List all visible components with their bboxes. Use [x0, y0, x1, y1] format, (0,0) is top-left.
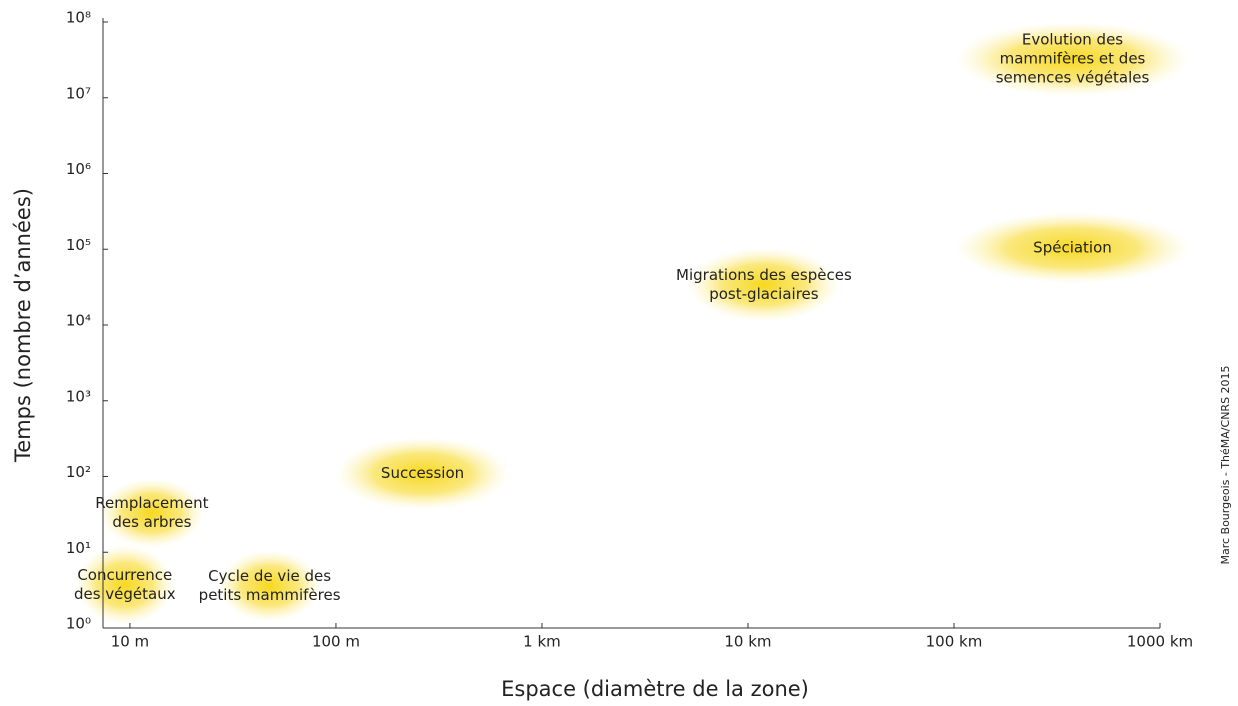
item-label: Remplacement	[95, 494, 208, 512]
item-label: des végétaux	[74, 585, 176, 603]
x-tick-label: 10 km	[724, 633, 771, 651]
y-tick-label: 10⁷	[66, 84, 91, 102]
item-label: mammifères et des	[1000, 50, 1146, 68]
y-tick-label: 10⁰	[66, 615, 91, 633]
y-axis-title: Temps (nombre d’années)	[11, 188, 35, 463]
item-label: Cycle de vie des	[208, 567, 331, 585]
item-label: semences végétales	[996, 69, 1150, 87]
y-tick-label: 10⁵	[66, 236, 91, 254]
x-tick-label: 1 km	[523, 633, 561, 651]
y-tick-label: 10³	[66, 387, 91, 405]
x-tick-label: 10 m	[111, 633, 149, 651]
range-ellipse	[687, 247, 841, 322]
y-tick-label: 10⁶	[66, 160, 91, 178]
item-label: Succession	[381, 464, 464, 482]
item-label: Evolution des	[1022, 31, 1123, 49]
x-axis-title: Espace (diamètre de la zone)	[501, 677, 809, 701]
item-label: post-glaciaires	[709, 285, 819, 303]
credit: Marc Bourgeois - ThéMA/CNRS 2015	[1219, 365, 1232, 564]
item-label: Migrations des espèces	[676, 266, 852, 284]
item-label: Concurrence	[77, 566, 172, 584]
range-ellipse	[99, 478, 205, 548]
range-ellipse	[217, 550, 322, 623]
y-tick-label: 10⁸	[66, 9, 91, 27]
x-tick-label: 100 km	[926, 633, 983, 651]
y-tick-label: 10⁴	[66, 312, 91, 330]
x-tick-label: 1000 km	[1127, 633, 1193, 651]
item-label: Spéciation	[1033, 238, 1112, 256]
range-ellipse	[335, 437, 511, 511]
x-tick-label: 100 m	[312, 633, 360, 651]
item-label: des arbres	[112, 513, 191, 531]
range-ellipse	[954, 212, 1191, 284]
range-ellipse	[954, 22, 1191, 97]
y-tick-label: 10²	[66, 463, 91, 481]
range-ellipse	[74, 544, 175, 625]
item-label: petits mammifères	[199, 586, 341, 604]
y-tick-label: 10¹	[66, 539, 91, 557]
